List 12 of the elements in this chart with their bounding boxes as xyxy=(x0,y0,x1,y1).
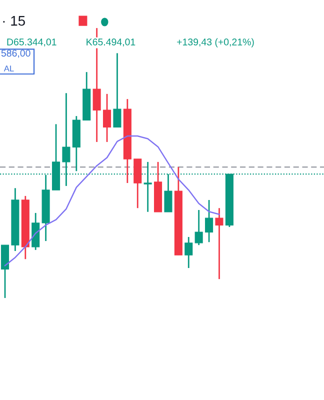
annotation: AL xyxy=(4,66,14,72)
annotation: K65.494,01 xyxy=(86,38,136,47)
candlestick xyxy=(194,209,203,246)
annotation: +139,43 (+0,21%) xyxy=(177,38,254,48)
annotation: D65.344,01 xyxy=(7,38,56,47)
candlestick xyxy=(205,199,214,243)
text: · 15 xyxy=(3,16,25,26)
candlestick xyxy=(184,236,193,269)
annotation: 586,00 xyxy=(1,50,30,58)
candlestick xyxy=(215,207,224,280)
candlestick xyxy=(113,52,122,128)
candlestick xyxy=(102,93,112,143)
